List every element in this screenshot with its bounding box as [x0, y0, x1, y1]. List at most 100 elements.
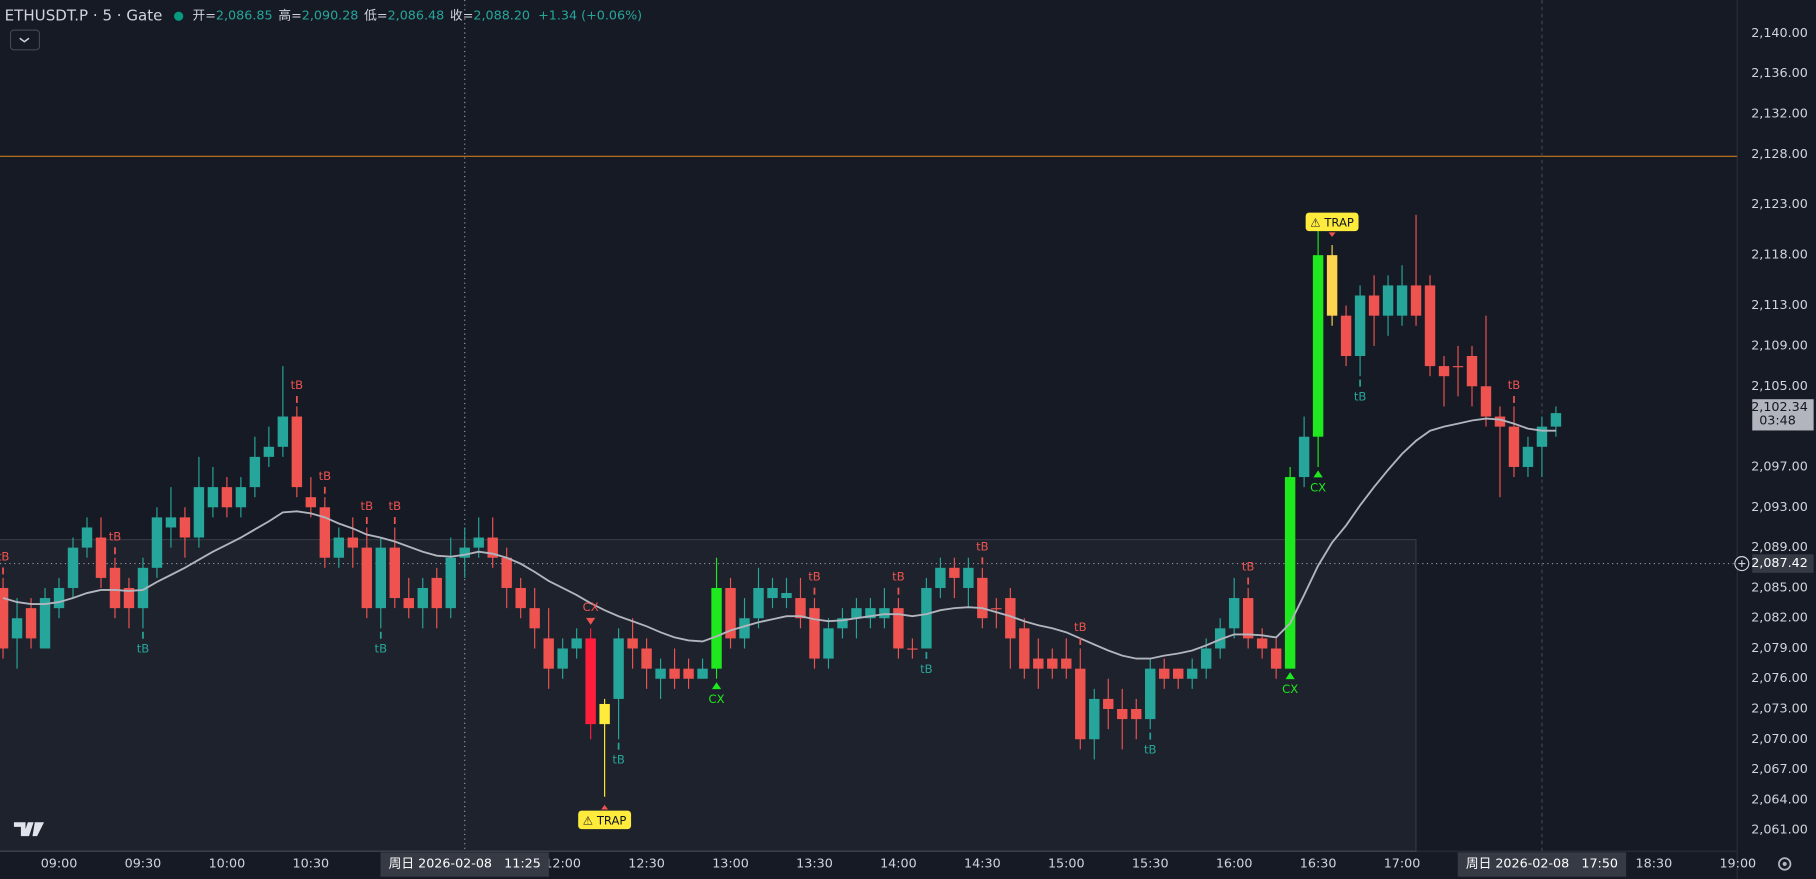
candle-body [501, 557, 512, 588]
plot-area: tB tB tB tB tB tB tB tB tB tB tB tB tB tB tB tB tB tB CX CX… [0, 0, 1738, 852]
candle-body [137, 567, 149, 609]
y-tick-label: 2,082.00 [1751, 611, 1808, 626]
candle-body [1061, 658, 1072, 669]
readout-value: 2,088.20 [473, 9, 530, 24]
x-tick-label: 15:30 [1132, 856, 1169, 871]
candle-body [529, 608, 540, 629]
candle-body [193, 487, 205, 538]
signal-marker: ⚠ TRAP [1305, 212, 1359, 237]
countdown-label: 03:48 [1759, 414, 1796, 429]
y-tick-label: 2,136.00 [1751, 66, 1808, 81]
candle-body [781, 593, 792, 599]
candle-body [1536, 426, 1548, 447]
candle-body [851, 608, 862, 619]
signal-marker: ⚠ TRAP [578, 804, 632, 830]
candle-body [907, 648, 918, 650]
x-tick-label: 14:00 [880, 856, 917, 871]
candle-body [1075, 668, 1086, 740]
candle-body [403, 598, 414, 609]
candle-body [347, 537, 359, 548]
chevron-icon [19, 37, 30, 43]
candle-body [473, 537, 484, 548]
marker-triangle [1285, 672, 1295, 680]
marker-label: CX [1282, 682, 1298, 696]
signal-marker: tB [291, 378, 304, 403]
y-tick-label: 2,076.00 [1751, 671, 1808, 686]
candle-body [1186, 668, 1198, 679]
candle-body [1298, 436, 1310, 478]
candle-body [81, 527, 93, 548]
marker-label: tB [375, 642, 388, 656]
tradingview-logo [13, 822, 45, 837]
marker-label: tB [0, 550, 9, 564]
candle-body [683, 668, 694, 679]
marker-label: tB [920, 662, 933, 676]
signal-marker: tB [361, 499, 373, 524]
candle-body [1508, 426, 1520, 467]
x-tick-label: 15:00 [1048, 856, 1085, 871]
candle-body [879, 608, 890, 619]
signal-marker: tB [109, 529, 122, 555]
candle-body [767, 587, 778, 599]
crosshair-price-label: 2,087.42 [1751, 556, 1808, 571]
candle-body [585, 638, 596, 725]
readout-label: 高= [278, 8, 301, 24]
candle-body [1228, 598, 1240, 629]
time-label: 周日 2026-02-08 11:25 [389, 856, 541, 871]
marker-label: tB [291, 378, 304, 392]
signal-marker: tB [1074, 620, 1087, 646]
trap-arrow [601, 804, 609, 810]
candle-body [837, 618, 848, 629]
trap-box [578, 810, 632, 830]
signal-marker: tB [137, 631, 149, 656]
signal-marker: tB [375, 631, 388, 656]
candle-body [25, 608, 37, 639]
time-label-box [380, 852, 549, 877]
candle-body [1522, 446, 1534, 467]
y-tick-label: 2,123.00 [1751, 197, 1808, 212]
candle-body [1326, 255, 1338, 316]
marker-label: tB [1074, 620, 1087, 634]
candle-body [1145, 668, 1156, 720]
time-label: 周日 2026-02-08 17:50 [1466, 856, 1618, 871]
candle-body [865, 608, 876, 619]
marker-triangle [711, 682, 722, 690]
candle-body [53, 587, 65, 609]
candle-body [1424, 285, 1436, 367]
candle-body [949, 567, 960, 578]
moving-average [2, 417, 1556, 660]
candle-body [557, 648, 568, 669]
candle-body [669, 668, 680, 679]
readout-value: 2,086.48 [388, 9, 445, 24]
candle-body [361, 547, 373, 609]
candle-body [893, 608, 904, 649]
candle-body [543, 638, 554, 669]
readout-label: 开= [193, 9, 216, 24]
marker-label: CX [1310, 480, 1326, 494]
x-tick-label: 16:00 [1216, 856, 1253, 871]
last-price-label: 2,102.34 [1751, 400, 1808, 415]
signal-marker: tB [612, 742, 625, 767]
candle-body [431, 577, 442, 609]
candle-body [1410, 285, 1422, 316]
candle-body [11, 618, 23, 639]
candle-body [1452, 366, 1464, 368]
signal-marker: CX [709, 682, 725, 706]
x-tick-label: 09:00 [41, 856, 78, 871]
signal-marker: CX [1310, 470, 1326, 494]
y-tick-label: 2,070.00 [1751, 732, 1808, 747]
candle-body [1131, 709, 1142, 720]
marker-label: tB [109, 529, 122, 543]
candle-body [739, 618, 750, 639]
candle-body [725, 587, 736, 639]
settings-icon[interactable] [1778, 857, 1792, 871]
candle-body [1494, 416, 1506, 427]
signal-marker: tB [976, 539, 989, 565]
candle-body [1382, 285, 1394, 316]
collapse-button[interactable] [9, 29, 41, 51]
crosshair-price-box [1752, 554, 1814, 573]
marker-label: tB [1354, 390, 1367, 404]
y-tick-label: 2,085.00 [1751, 580, 1808, 595]
marker-label: tB [1242, 560, 1255, 574]
